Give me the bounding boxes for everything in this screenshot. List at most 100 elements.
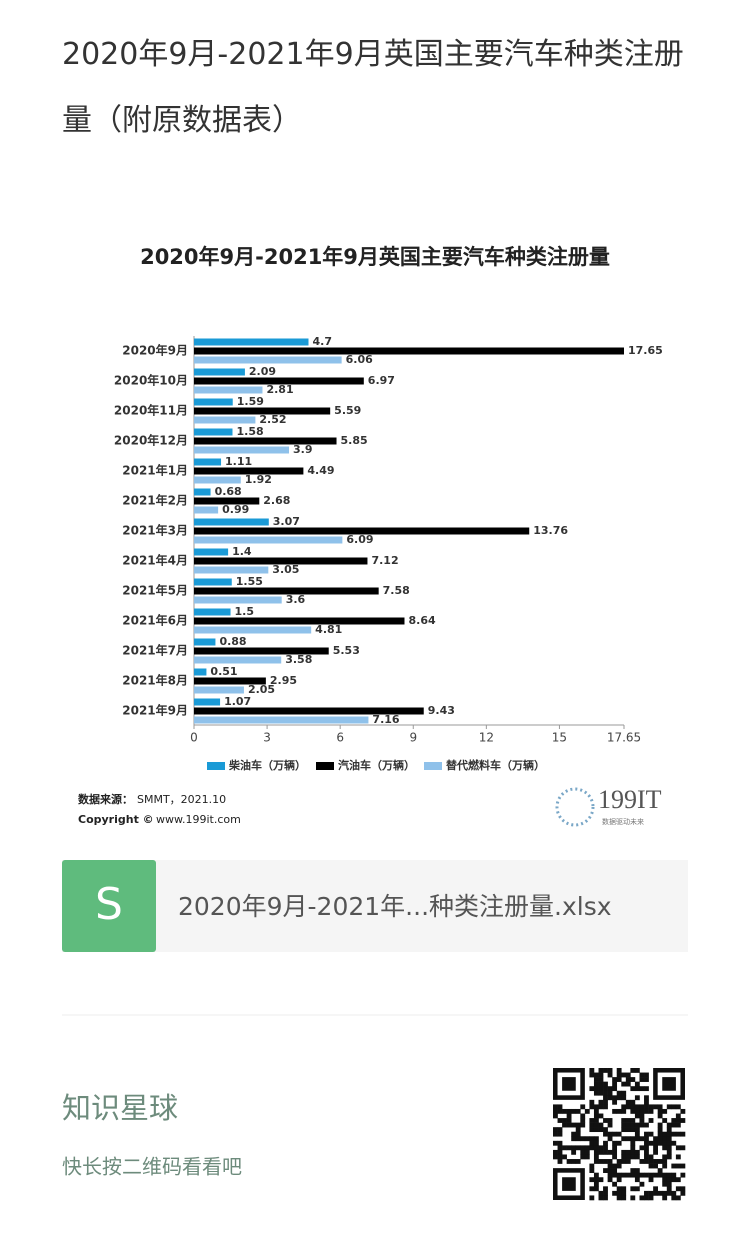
y-tick-label: 2021年4月 — [122, 553, 188, 568]
qr-module — [648, 1140, 654, 1146]
qr-module — [621, 1108, 627, 1114]
qr-module — [616, 1090, 622, 1096]
qr-module — [621, 1127, 627, 1133]
x-tick-label: 17.65 — [607, 731, 641, 745]
qr-module — [630, 1136, 636, 1142]
bar — [194, 416, 256, 424]
qr-module — [553, 1149, 558, 1155]
qr-module — [625, 1118, 631, 1123]
qr-module — [598, 1195, 604, 1201]
qr-module — [634, 1104, 640, 1110]
qr-module — [589, 1072, 595, 1078]
bar — [194, 548, 229, 556]
qr-module — [557, 1154, 563, 1160]
qr-module — [662, 1159, 668, 1164]
qr-module — [612, 1168, 618, 1173]
logo-mark — [555, 787, 595, 827]
qr-module — [680, 1131, 686, 1137]
qr-module — [571, 1131, 577, 1137]
qr-module — [666, 1190, 672, 1196]
y-tick-label: 2021年3月 — [122, 523, 188, 538]
qr-module — [644, 1149, 649, 1155]
qr-module — [621, 1149, 627, 1155]
qr-module — [648, 1108, 654, 1114]
value-label: 4.81 — [315, 623, 342, 636]
logo-tagline: 数据驱动未来 — [602, 817, 644, 826]
qr-module — [630, 1077, 636, 1082]
qr-module — [634, 1154, 640, 1160]
qr-module — [589, 1118, 595, 1123]
value-label: 6.97 — [368, 374, 395, 387]
qr-module — [593, 1104, 599, 1110]
qr-module — [553, 1108, 558, 1114]
x-tick-label: 12 — [479, 731, 494, 745]
qr-module — [680, 1186, 686, 1192]
qr-module — [630, 1104, 636, 1110]
qr-finder-core — [562, 1177, 576, 1191]
qr-module — [553, 1127, 558, 1133]
qr-module — [621, 1072, 627, 1078]
qr-module — [666, 1131, 672, 1137]
attachment[interactable] — [62, 860, 688, 952]
qr-module — [630, 1068, 636, 1073]
qr-module — [553, 1104, 558, 1110]
qr-module — [593, 1181, 599, 1187]
qr-module — [607, 1136, 613, 1142]
bar — [194, 566, 269, 574]
value-label: 2.52 — [259, 413, 286, 426]
y-tick-label: 2020年10月 — [114, 373, 188, 388]
bar — [194, 398, 233, 406]
qr-module — [603, 1127, 608, 1133]
qr-module — [589, 1099, 595, 1105]
legend-swatch — [207, 762, 225, 770]
x-tick-label: 0 — [190, 731, 198, 745]
qr-module — [644, 1195, 649, 1201]
qr-module — [630, 1118, 636, 1123]
qr-module — [598, 1099, 604, 1105]
qr-module — [675, 1113, 681, 1119]
value-label: 2.68 — [263, 494, 290, 507]
qr-module — [639, 1104, 645, 1110]
qr-module — [653, 1190, 658, 1196]
qr-module — [616, 1095, 622, 1101]
qr-module — [644, 1140, 649, 1146]
qr-module — [639, 1159, 645, 1164]
value-label: 1.11 — [225, 455, 252, 468]
qr-module — [639, 1118, 645, 1123]
qr-module — [593, 1154, 599, 1160]
qr-module — [571, 1159, 577, 1164]
qr-module — [644, 1136, 649, 1142]
qr-module — [621, 1122, 627, 1128]
qr-module — [657, 1131, 663, 1137]
qr-module — [553, 1113, 558, 1119]
qr-module — [598, 1159, 604, 1164]
qr-module — [653, 1149, 658, 1155]
qr-module — [662, 1163, 668, 1169]
bar — [194, 407, 331, 415]
qr-module — [616, 1072, 622, 1078]
qr-code[interactable] — [553, 1068, 686, 1201]
qr-module — [612, 1181, 618, 1187]
qr-module — [589, 1145, 595, 1151]
qr-module — [639, 1108, 645, 1114]
qr-module — [593, 1086, 599, 1092]
qr-module — [607, 1072, 613, 1078]
value-label: 17.65 — [628, 344, 663, 357]
logo-text: 199IT — [598, 785, 662, 814]
qr-module — [625, 1077, 631, 1082]
qr-module — [589, 1104, 595, 1110]
qr-module — [593, 1136, 599, 1142]
footer-title: 知识星球 — [62, 1091, 178, 1125]
qr-module — [653, 1186, 658, 1192]
value-label: 8.64 — [408, 614, 435, 627]
qr-module — [598, 1077, 604, 1082]
qr-module — [648, 1172, 654, 1178]
bar — [194, 518, 269, 526]
qr-module — [584, 1154, 590, 1160]
qr-module — [621, 1090, 627, 1096]
qr-module — [566, 1118, 572, 1123]
qr-finder-core — [562, 1077, 576, 1091]
legend-label: 替代燃料车（万辆） — [446, 758, 545, 772]
qr-module — [603, 1081, 608, 1087]
